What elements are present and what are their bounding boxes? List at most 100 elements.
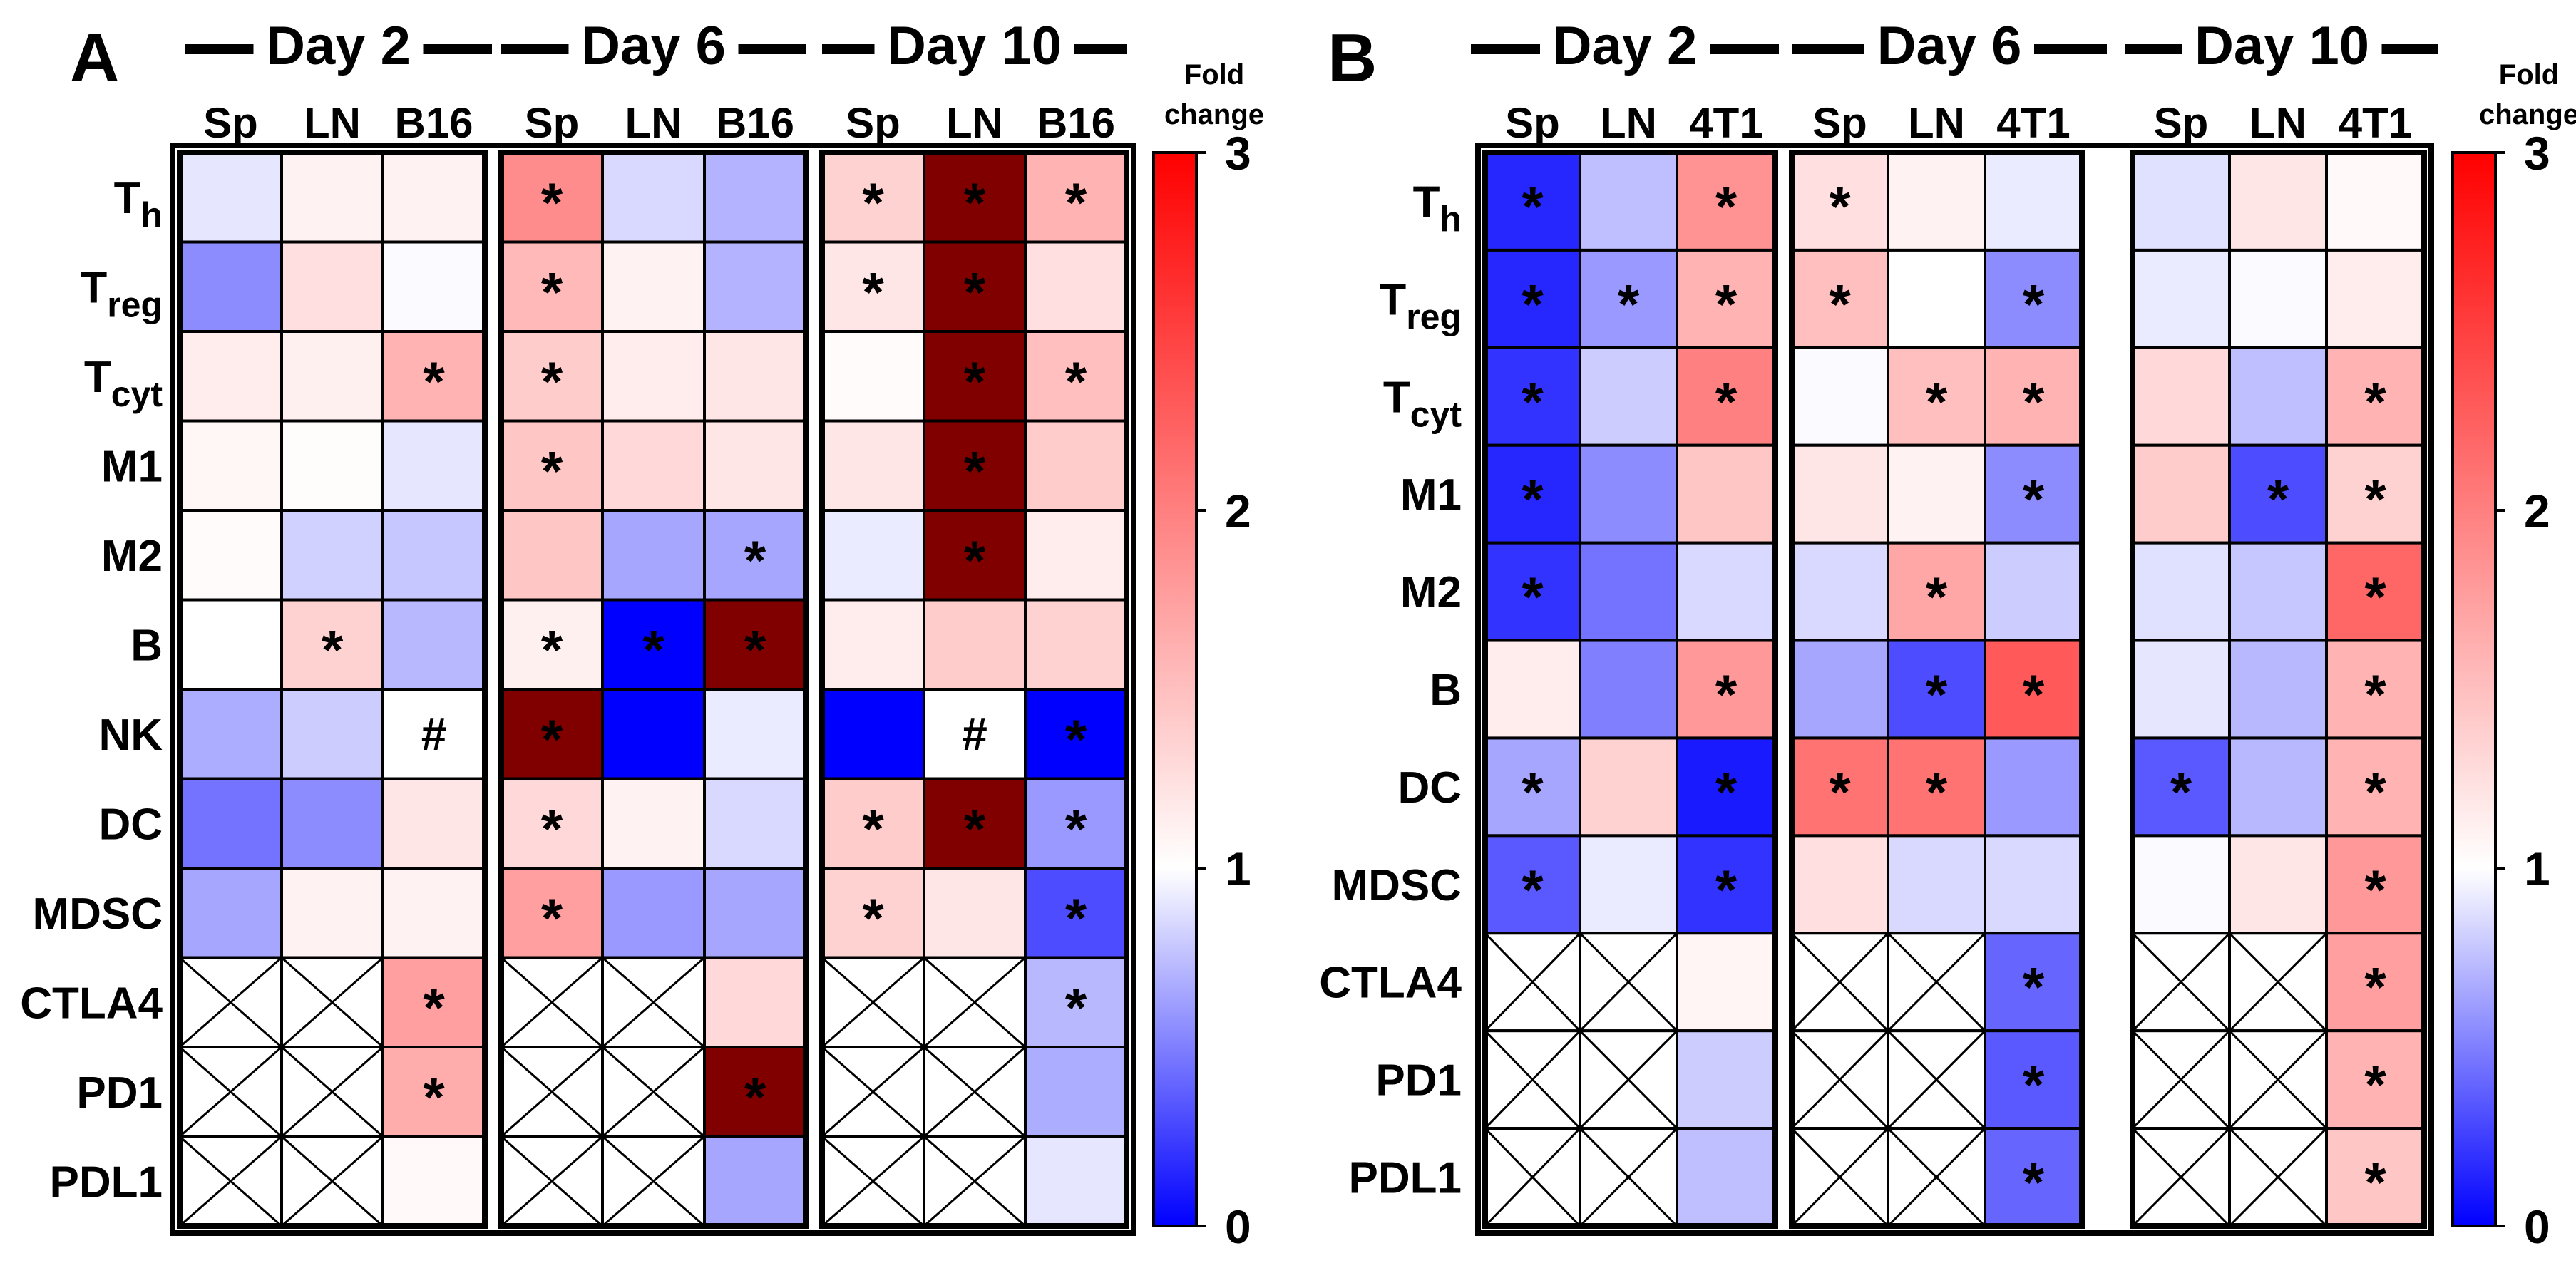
group-bracket-left — [2125, 44, 2182, 54]
row-label: Tcyt — [1383, 373, 1462, 434]
heatmap-cell — [703, 240, 807, 333]
na-cross-line — [1579, 932, 1678, 1032]
significance-asterisk: * — [423, 976, 445, 1039]
column-label: LN — [946, 99, 1003, 147]
heatmap-cell — [1676, 1127, 1777, 1228]
column-label: B16 — [1037, 99, 1115, 147]
column-label: 4T1 — [1689, 99, 1762, 147]
significance-asterisk: * — [2364, 956, 2386, 1019]
group-border — [498, 150, 809, 1229]
significance-asterisk: * — [862, 171, 884, 234]
column-label: Sp — [2154, 99, 2209, 147]
column-label: Sp — [846, 99, 900, 147]
heatmap-cell — [178, 151, 283, 244]
panel-a-colorbar-title-2: change — [1164, 99, 1264, 130]
significance-asterisk: * — [862, 887, 884, 949]
heatmap-cell — [1887, 248, 1986, 349]
heatmap-cell — [1024, 688, 1128, 780]
na-cross-line — [923, 1046, 1026, 1138]
na-cross-line — [501, 1046, 603, 1138]
heatmap-cell — [178, 598, 283, 691]
significance-asterisk: * — [1715, 663, 1738, 726]
heatmap-cell — [1887, 151, 1986, 252]
heatmap-cell — [1579, 248, 1678, 349]
row-label: CTLA4 — [1319, 959, 1462, 1008]
significance-asterisk: * — [1926, 663, 1948, 726]
significance-asterisk: * — [2023, 370, 2045, 433]
significance-asterisk: * — [541, 797, 563, 860]
panel-frame — [1475, 143, 2434, 1236]
significance-asterisk: * — [1065, 708, 1087, 771]
column-label: Sp — [1505, 99, 1560, 147]
significance-asterisk: * — [2023, 1151, 2045, 1214]
na-cross-line — [501, 957, 603, 1048]
significance-asterisk: * — [2364, 858, 2386, 921]
heatmap-cell — [381, 777, 486, 870]
heatmap-cell — [1790, 639, 1889, 740]
heatmap-cell — [1024, 240, 1128, 333]
significance-asterisk: * — [1829, 175, 1851, 237]
significance-asterisk: * — [2023, 468, 2045, 530]
na-cross-line — [281, 1046, 384, 1138]
heatmap-cell — [703, 509, 807, 602]
heatmap-cell — [1984, 834, 2083, 935]
significance-asterisk: * — [1715, 370, 1738, 433]
heatmap-cell — [2131, 443, 2231, 545]
group-bracket-right — [738, 44, 806, 54]
heatmap-cell — [923, 777, 1027, 870]
column-label: 4T1 — [1996, 99, 2070, 147]
row-label: PDL1 — [1349, 1154, 1462, 1203]
heatmap-cell — [601, 151, 706, 244]
panel-b-group-label: Day 6 — [1877, 16, 2022, 76]
colorbar-tick-label: 2 — [1225, 485, 1251, 537]
significance-asterisk: * — [541, 618, 563, 681]
row-label: NK — [98, 711, 163, 760]
significance-asterisk: * — [1715, 761, 1738, 823]
heatmap-cell — [2325, 541, 2426, 642]
group-border — [2130, 150, 2427, 1229]
row-label: PDL1 — [50, 1158, 163, 1207]
na-cross-line — [179, 1046, 282, 1138]
heatmap-cell — [821, 867, 925, 959]
heatmap-cell — [601, 330, 706, 423]
na-cross-line — [1790, 1030, 1889, 1130]
na-cross-line — [821, 957, 925, 1048]
hash-mark: # — [421, 708, 447, 760]
column-label: LN — [625, 99, 682, 147]
significance-asterisk: * — [964, 529, 986, 592]
heatmap-cell — [703, 867, 807, 959]
na-cross-line — [2131, 1128, 2231, 1227]
significance-asterisk: * — [423, 1066, 445, 1128]
significance-asterisk: * — [862, 797, 884, 860]
heatmap-cell — [2325, 248, 2426, 349]
heatmap-cell — [601, 240, 706, 333]
colorbar-tick-label: 0 — [2524, 1200, 2550, 1253]
significance-asterisk: * — [541, 350, 563, 413]
na-cross-line — [1790, 1128, 1889, 1227]
significance-asterisk: * — [2023, 663, 2045, 726]
heatmap-cell — [280, 867, 384, 959]
heatmap-cell — [2228, 151, 2328, 252]
significance-asterisk: * — [1065, 350, 1087, 413]
na-cross-line — [2228, 932, 2328, 1032]
heatmap-cell — [500, 509, 604, 602]
significance-asterisk: * — [2364, 1053, 2386, 1116]
heatmap-cell — [821, 419, 925, 512]
row-label: MDSC — [32, 890, 163, 939]
column-label: B16 — [716, 99, 794, 147]
significance-asterisk: * — [1715, 175, 1738, 237]
heatmap-cell — [280, 598, 384, 691]
heatmap-cell — [1484, 346, 1581, 447]
heatmap-cell — [1984, 736, 2083, 838]
na-cross-line — [2228, 1030, 2328, 1130]
heatmap-cell — [1984, 1029, 2083, 1130]
heatmap-cell — [381, 1135, 486, 1227]
row-label: M1 — [101, 442, 163, 491]
row-label: DC — [1397, 763, 1462, 813]
hash-mark: # — [962, 708, 987, 760]
column-label: LN — [1908, 99, 1965, 147]
heatmap-cell — [1887, 346, 1986, 447]
heatmap-cell — [500, 419, 604, 512]
heatmap-cell — [1484, 248, 1581, 349]
